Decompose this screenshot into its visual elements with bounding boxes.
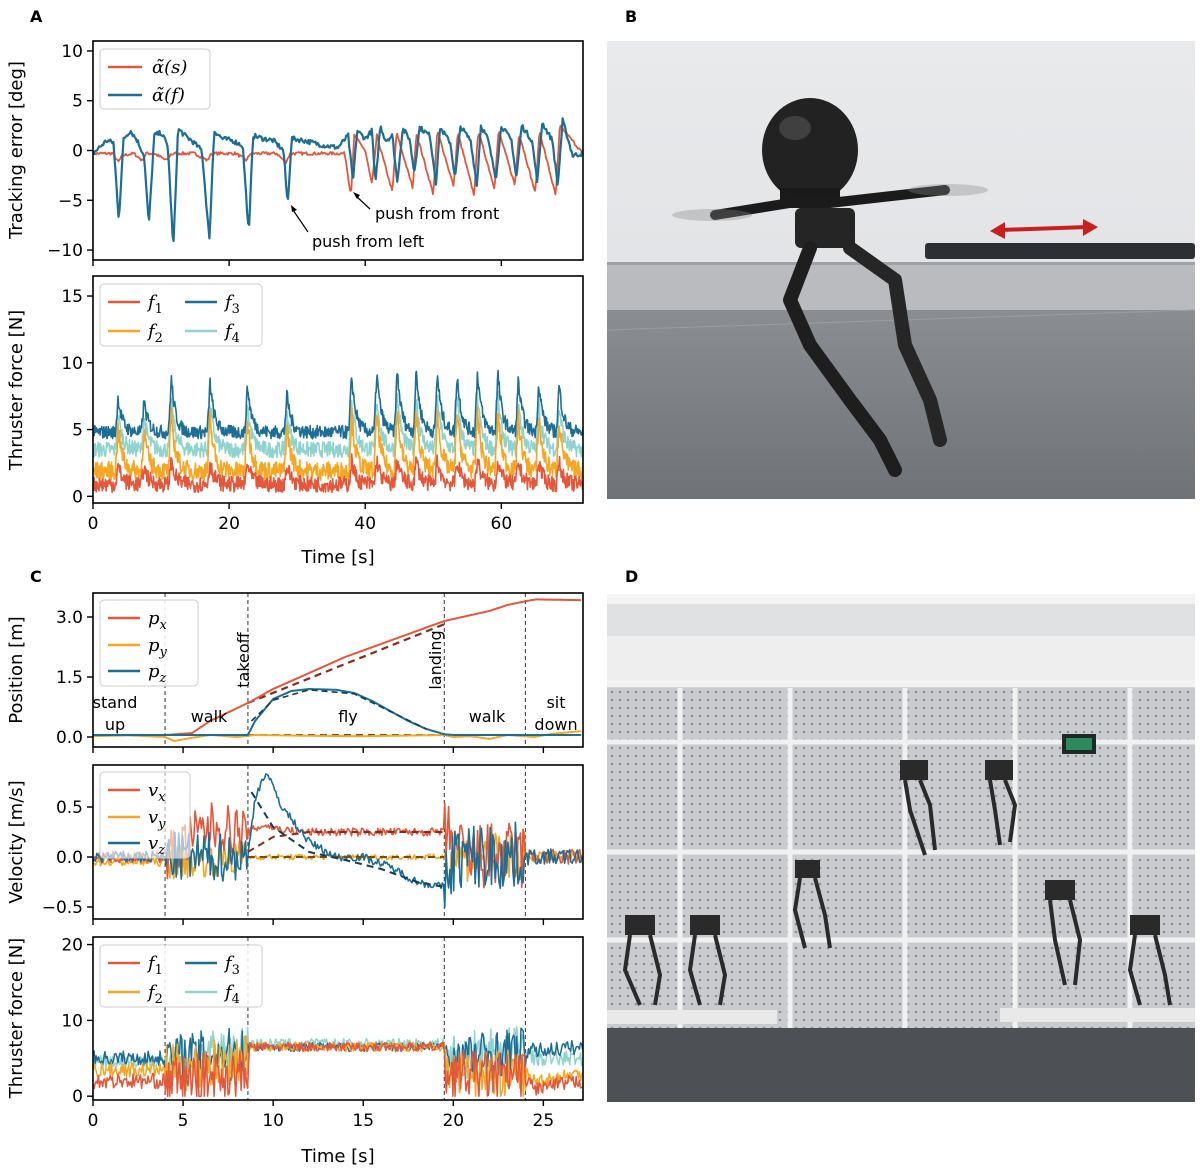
- annotation-arrow: [292, 209, 309, 233]
- axes-frame: [92, 592, 584, 748]
- series-line-alpha-f: [93, 117, 583, 243]
- y-tick-label: 10: [61, 1011, 83, 1031]
- legend-label-px: px: [148, 608, 168, 633]
- x-axis-label: Time [s]: [300, 1146, 374, 1167]
- panel-label-b: B: [625, 7, 637, 26]
- phase-label: landing: [426, 630, 445, 689]
- y-tick-label: 10: [61, 354, 83, 374]
- x-tick-label: 10: [262, 1111, 284, 1131]
- x-tick-label: 15: [352, 1111, 374, 1131]
- series-line-f1: [93, 1041, 583, 1097]
- axes-frame: [92, 275, 584, 504]
- phase-label: stand up: [93, 693, 138, 734]
- series-line-f3: [93, 369, 583, 440]
- legend: vx vy vz: [99, 771, 191, 859]
- y-tick-label: 3.0: [56, 608, 83, 628]
- x-tick-label: 60: [491, 514, 513, 534]
- exit-sign: [1066, 738, 1092, 750]
- photo-b-robot: [606, 41, 1196, 499]
- y-tick-label: 10: [61, 42, 83, 62]
- y-tick-label: 20: [61, 936, 83, 956]
- y-axis-label: Position [m]: [6, 616, 27, 723]
- y-tick-label: 0.0: [56, 728, 83, 748]
- annotation-push-front: push from front: [375, 204, 499, 223]
- x-axis-label: Time [s]: [300, 547, 374, 568]
- phase-label: takeoff: [234, 631, 253, 687]
- phase-label: walk: [469, 707, 506, 726]
- reference-vz: [250, 791, 445, 888]
- phase-label: walk: [191, 707, 228, 726]
- y-axis-label: Thruster force [N]: [6, 310, 27, 471]
- x-tick-label: 20: [442, 1111, 464, 1131]
- reference-pz: [250, 688, 427, 730]
- legend: px py pz: [99, 599, 199, 687]
- axes-frame: [92, 40, 584, 261]
- y-tick-label: 15: [61, 287, 83, 307]
- chart-c-position: 3.0 1.5 0.0 Position [m] px py pz stand up w…: [6, 592, 584, 753]
- legend: α̃(s) α̃(f): [99, 48, 211, 110]
- reference-vx: [247, 831, 445, 853]
- x-tick-label: 25: [533, 1111, 555, 1131]
- phase-label: sit down: [534, 693, 577, 734]
- y-tick-label: 5: [72, 92, 83, 112]
- x-tick-label: 20: [218, 514, 240, 534]
- chart-c-thruster-force: 20 10 00 5 10 15 20 25 Thruster force [N] Time …: [6, 936, 584, 1167]
- legend-label-vy: vy: [148, 807, 166, 832]
- series-line-alpha-s: [93, 124, 583, 196]
- chart-a-tracking-error: 10 5 0 −5 −10 Tracking error [deg] α̃(s) α̃(…: [6, 40, 584, 266]
- chart-a-thruster-force: 15 10 5 00 20 40 60 Thruster force [N] Time [s…: [6, 275, 584, 568]
- annotation-push-left: push from left: [312, 232, 424, 251]
- phase-label: fly: [338, 707, 358, 726]
- arrowhead: [353, 192, 360, 199]
- x-tick-label: 0: [88, 1111, 99, 1131]
- y-tick-label: 5: [72, 421, 83, 441]
- chart-c-velocity: 0.5 0.0 −0.5 Velocity [m/s] vx vy vz: [6, 764, 584, 925]
- y-tick-label: 0: [72, 487, 83, 507]
- series-line-f1: [93, 453, 583, 494]
- series-line-f2: [93, 406, 583, 482]
- photo-d-composite: [607, 594, 1195, 1102]
- x-tick-label: 40: [354, 514, 376, 534]
- y-axis-label: Thruster force [N]: [6, 938, 27, 1099]
- y-axis-label: Velocity [m/s]: [6, 780, 27, 903]
- y-tick-label: −10: [47, 241, 83, 261]
- y-tick-label: 1.5: [56, 668, 83, 688]
- annotation-arrow: [355, 195, 371, 210]
- legend-label-py: py: [148, 635, 168, 660]
- y-tick-label: −5: [58, 191, 83, 211]
- panel-label-d: D: [625, 567, 638, 586]
- axes-frame: [92, 936, 584, 1101]
- legend-label-vz: vz: [148, 833, 165, 858]
- y-tick-label: −0.5: [42, 898, 83, 918]
- panel-label-a: A: [30, 7, 43, 26]
- arrowhead: [291, 205, 297, 212]
- y-tick-label: 0: [72, 1087, 83, 1107]
- series-line-py: [93, 730, 582, 742]
- panel-label-c: C: [30, 567, 42, 586]
- series-line-pz: [93, 688, 582, 736]
- x-tick-label: 0: [88, 514, 99, 534]
- y-tick-label: 0: [72, 142, 83, 162]
- legend: f1 f2 f3 f4: [99, 944, 263, 1008]
- y-tick-label: 0.5: [56, 798, 83, 818]
- legend-label-alpha-f: α̃(f): [152, 85, 185, 106]
- legend-label-pz: pz: [148, 661, 167, 686]
- series-line-f4: [93, 390, 583, 459]
- legend-label-vx: vx: [148, 780, 166, 805]
- axes-frame: [92, 764, 584, 920]
- phase-labels: stand up walk takeoff fly landing walk sit down: [93, 630, 578, 734]
- x-tick-label: 5: [178, 1111, 189, 1131]
- legend-label-alpha-s: α̃(s): [152, 57, 187, 78]
- robot-dome: [762, 98, 858, 202]
- legend: f1 f2 f3 f4: [99, 283, 263, 347]
- y-tick-label: 0.0: [56, 848, 83, 868]
- y-axis-label: Tracking error [deg]: [6, 61, 27, 240]
